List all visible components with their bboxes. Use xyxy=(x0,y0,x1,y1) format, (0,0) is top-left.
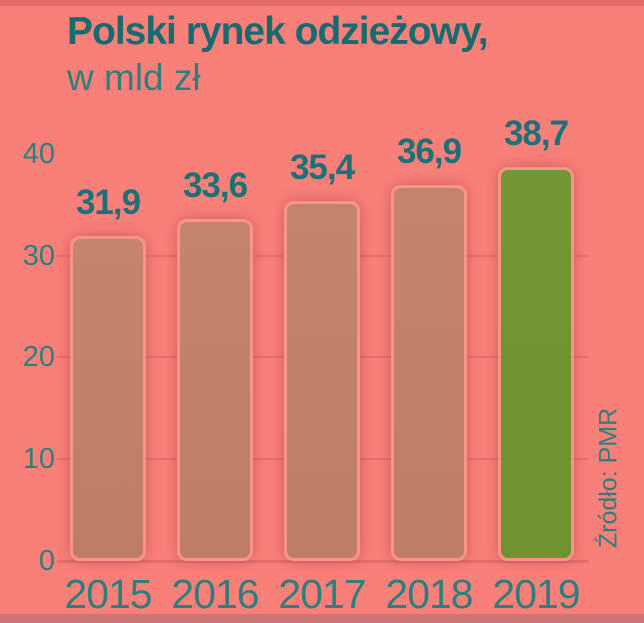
x-axis-label-2015: 2015 xyxy=(64,571,152,617)
bar-2018 xyxy=(391,185,467,561)
x-axis-label-2017: 2017 xyxy=(278,571,366,617)
value-label-2017: 35,4 xyxy=(289,147,355,187)
y-axis-label-40: 40 xyxy=(22,137,55,170)
bar-2015 xyxy=(70,236,146,561)
top-edge-strip xyxy=(0,0,644,6)
value-label-2016: 33,6 xyxy=(182,165,248,205)
bar-2017 xyxy=(284,200,360,561)
chart-subtitle: w mld zł xyxy=(67,57,201,98)
y-axis-label-10: 10 xyxy=(22,443,55,476)
value-label-2015: 31,9 xyxy=(75,183,141,223)
bar-2016 xyxy=(177,218,253,561)
y-axis-label-0: 0 xyxy=(38,545,55,577)
x-axis-label-2019: 2019 xyxy=(492,571,580,617)
x-axis-label-2016: 2016 xyxy=(171,571,259,617)
y-axis-label-20: 20 xyxy=(22,341,55,374)
x-axis-label-2018: 2018 xyxy=(385,571,473,617)
value-label-2019: 38,7 xyxy=(503,114,569,154)
bottom-edge-strip xyxy=(0,614,644,623)
chart-title: Polski rynek odzieżowy, xyxy=(67,10,489,53)
gridline-0 xyxy=(57,560,589,563)
y-axis-label-30: 30 xyxy=(22,239,55,272)
source-label: Źródło: PMR xyxy=(594,407,623,549)
bar-2019 xyxy=(498,167,574,561)
value-label-2018: 36,9 xyxy=(396,132,462,172)
